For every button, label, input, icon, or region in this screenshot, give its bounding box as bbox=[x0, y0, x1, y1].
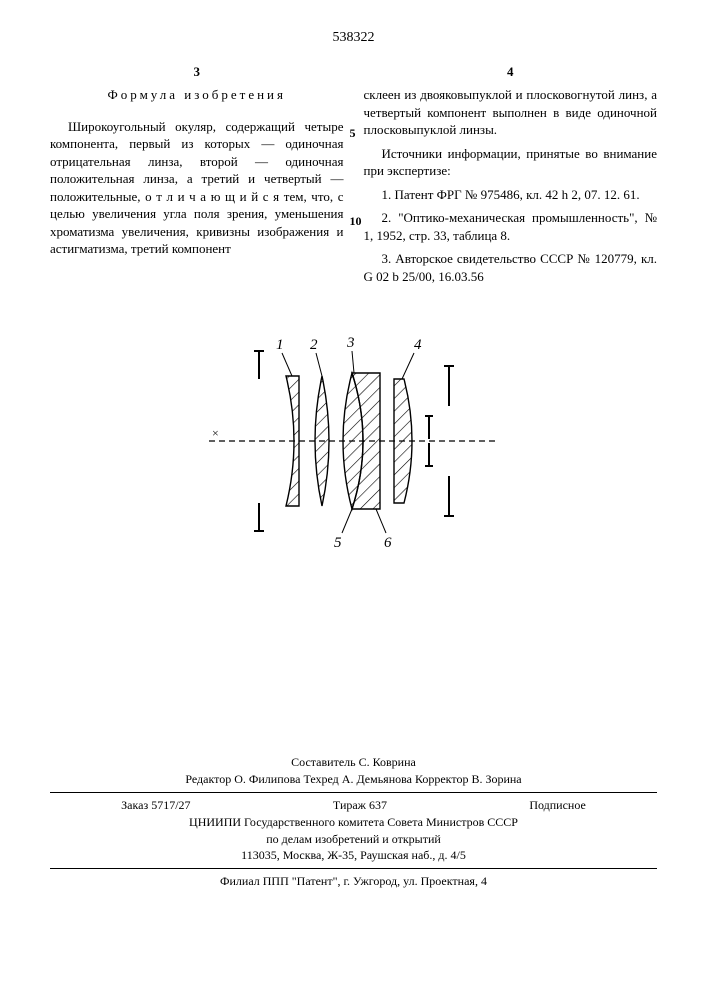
lens-2 bbox=[315, 376, 329, 506]
footer-rule-2 bbox=[50, 868, 657, 869]
left-paragraph: Широкоугольный окуляр, содержащий четыре… bbox=[50, 118, 344, 258]
line-number-5: 5 bbox=[350, 126, 356, 141]
column-number-right: 4 bbox=[364, 64, 658, 80]
footer-order: Заказ 5717/27 bbox=[121, 797, 190, 814]
formula-heading: Формула изобретения bbox=[50, 86, 344, 104]
footer-corrector: Корректор В. Зорина bbox=[415, 772, 522, 786]
right-paragraph-1: склеен из двояковыпуклой и плосковогнуто… bbox=[364, 86, 658, 139]
label-5: 5 bbox=[334, 535, 342, 551]
footer-rule-1 bbox=[50, 792, 657, 793]
leader-1 bbox=[282, 353, 292, 376]
footer-staff-row: Редактор О. Филипова Техред А. Демьянова… bbox=[50, 771, 657, 788]
leader-6 bbox=[376, 509, 386, 533]
label-4: 4 bbox=[414, 337, 422, 353]
left-column: 3 Формула изобретения Широкоугольный оку… bbox=[50, 64, 344, 291]
axis-marker: × bbox=[212, 426, 219, 440]
footer-branch: Филиал ППП "Патент", г. Ужгород, ул. Про… bbox=[50, 873, 657, 890]
leader-5 bbox=[342, 509, 352, 533]
footer-tirazh: Тираж 637 bbox=[333, 797, 387, 814]
footer-print-row: Заказ 5717/27 Тираж 637 Подписное bbox=[50, 797, 657, 814]
footer-sub: Подписное bbox=[529, 797, 586, 814]
lens-diagram: × bbox=[204, 321, 504, 561]
label-1: 1 bbox=[276, 337, 284, 353]
footer-editor: Редактор О. Филипова bbox=[185, 772, 300, 786]
lens-4 bbox=[394, 379, 412, 503]
footer-org1: ЦНИИПИ Государственного комитета Совета … bbox=[50, 814, 657, 831]
right-column: 4 склеен из двояковыпуклой и плосковогну… bbox=[364, 64, 658, 291]
footer: Составитель С. Коврина Редактор О. Филип… bbox=[50, 754, 657, 890]
line-number-10: 10 bbox=[350, 214, 362, 229]
leader-3 bbox=[352, 351, 354, 373]
footer-techred: Техред А. Демьянова bbox=[303, 772, 411, 786]
leader-2 bbox=[316, 353, 322, 376]
footer-addr: 113035, Москва, Ж-35, Раушская наб., д. … bbox=[50, 847, 657, 864]
reference-1: 1. Патент ФРГ № 975486, кл. 42 h 2, 07. … bbox=[364, 186, 658, 204]
column-number-left: 3 bbox=[50, 64, 344, 80]
reference-2: 2. "Оптико-механическая промышленность",… bbox=[364, 209, 658, 244]
footer-compiler: Составитель С. Коврина bbox=[50, 754, 657, 771]
label-3: 3 bbox=[346, 335, 355, 351]
publication-number: 538322 bbox=[50, 30, 657, 46]
reference-3: 3. Авторское свидетельство СССР № 120779… bbox=[364, 250, 658, 285]
right-paragraph-2: Источники информации, принятые во вниман… bbox=[364, 145, 658, 180]
label-6: 6 bbox=[384, 535, 392, 551]
footer-org2: по делам изобретений и открытий bbox=[50, 831, 657, 848]
two-column-body: 3 Формула изобретения Широкоугольный оку… bbox=[50, 64, 657, 291]
diagram-container: × bbox=[50, 321, 657, 561]
leader-4 bbox=[402, 353, 414, 379]
label-2: 2 bbox=[310, 337, 318, 353]
page: 538322 3 Формула изобретения Широкоуголь… bbox=[0, 0, 707, 1000]
